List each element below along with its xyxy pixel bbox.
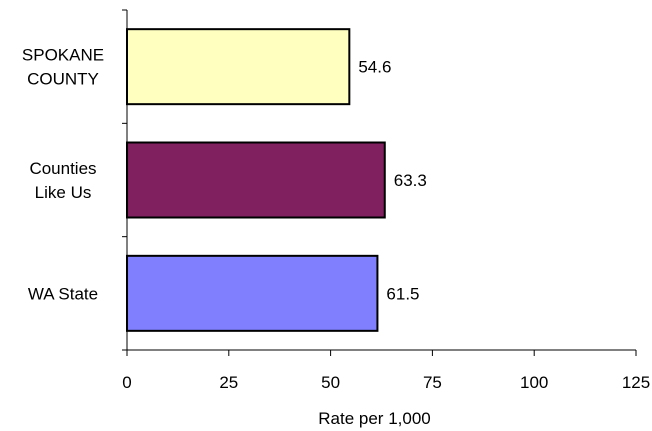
x-tick-label: 25 [219, 373, 238, 392]
category-label-line: Like Us [35, 183, 92, 202]
axes-group [126, 10, 636, 351]
x-tick-label: 100 [520, 373, 548, 392]
x-tick-label: 50 [321, 373, 340, 392]
data-label: 54.6 [358, 58, 391, 77]
bar [126, 254, 379, 332]
category-label: Counties Like Us [29, 159, 96, 202]
category-label-line: Counties [29, 159, 96, 178]
bar [126, 28, 351, 106]
category-label: WA State [28, 284, 98, 303]
ticks-group [122, 9, 637, 356]
category-label-line: COUNTY [27, 70, 99, 89]
data-label: 61.5 [386, 284, 419, 303]
bar [126, 141, 386, 219]
category-label-line: SPOKANE [22, 46, 104, 65]
labels-group: 0 25 50 75 100 125 54.6 SPOKANE COUNTY 63.3 Counti… [22, 46, 650, 392]
x-tick-label: 75 [423, 373, 442, 392]
category-label-line: WA State [28, 284, 98, 303]
category-label: SPOKANE COUNTY [22, 46, 104, 89]
x-tick-label: 125 [622, 373, 650, 392]
bars-group [126, 28, 386, 332]
data-label: 63.3 [394, 171, 427, 190]
x-axis-title: Rate per 1,000 [318, 409, 430, 428]
x-tick-label: 0 [122, 373, 131, 392]
